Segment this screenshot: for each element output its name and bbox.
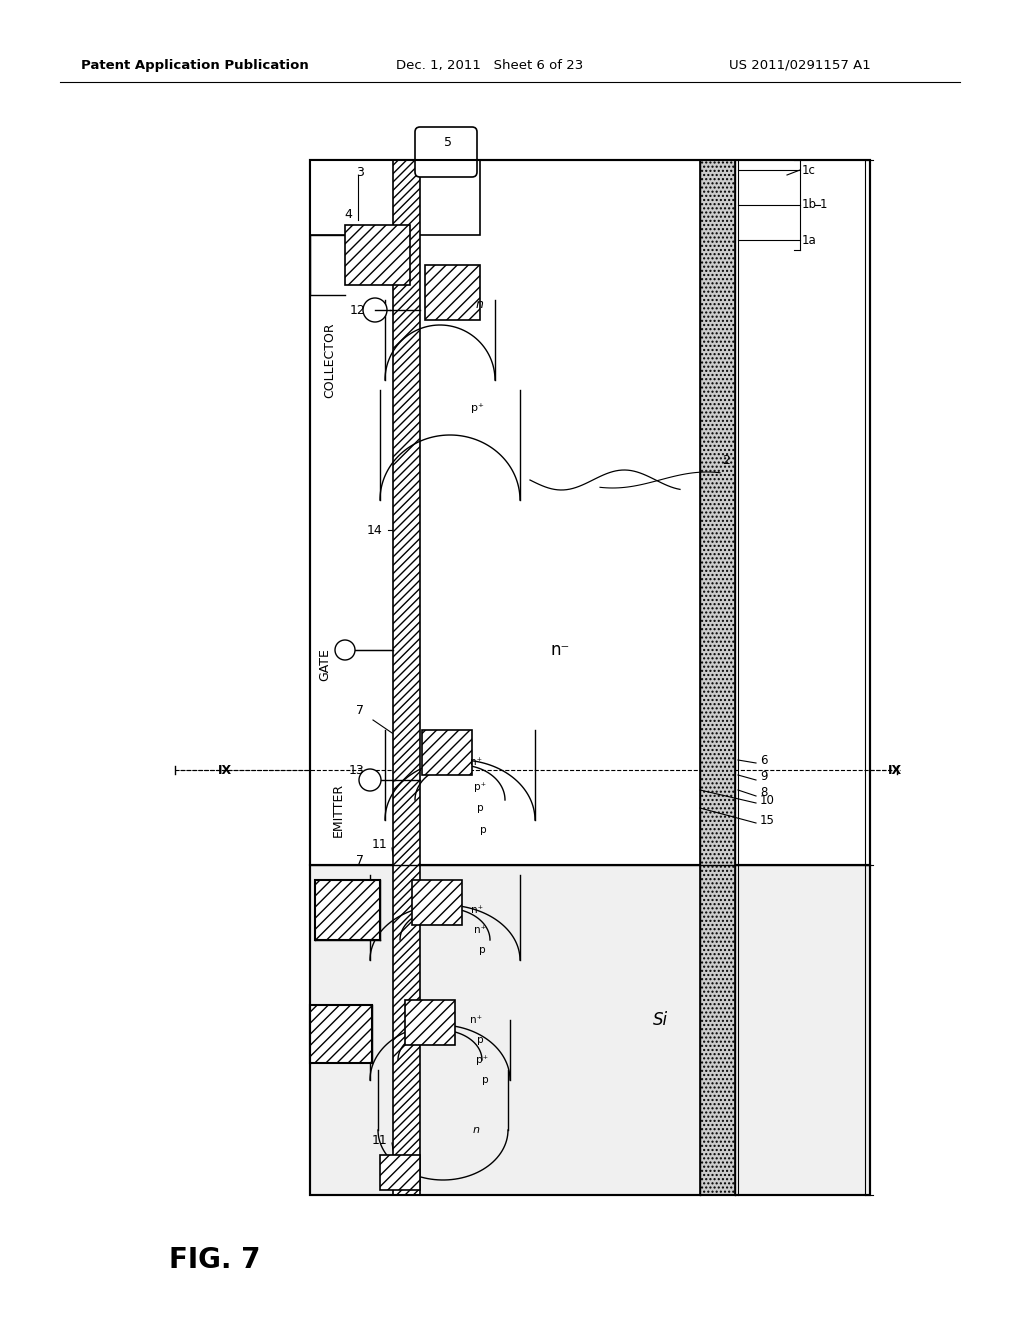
Text: GATE: GATE [318, 648, 332, 681]
Text: 5: 5 [444, 136, 452, 149]
Text: 11: 11 [372, 1134, 388, 1147]
Text: 2: 2 [722, 454, 730, 466]
Bar [380, 1155, 420, 1191]
Bar [422, 730, 472, 775]
Text: n⁺: n⁺ [470, 756, 482, 767]
Text: n⁻: n⁻ [550, 642, 569, 659]
Text: 13: 13 [349, 763, 365, 776]
Text: FIG. 7: FIG. 7 [169, 1246, 261, 1274]
Text: p⁺: p⁺ [471, 403, 483, 413]
Text: 7: 7 [356, 704, 364, 717]
Text: n: n [472, 1125, 479, 1135]
Text: p: p [478, 945, 485, 954]
Circle shape [335, 640, 355, 660]
Text: p: p [479, 825, 486, 836]
Bar [700, 160, 735, 1195]
Bar [310, 865, 870, 1195]
Bar [315, 880, 380, 940]
Circle shape [359, 770, 381, 791]
Bar [310, 160, 870, 865]
Text: n⁺: n⁺ [471, 906, 483, 915]
Bar [310, 160, 480, 235]
Bar [406, 1001, 455, 1045]
Text: p⁺: p⁺ [476, 1055, 488, 1065]
Text: p⁺: p⁺ [474, 781, 486, 792]
Text: EMITTER: EMITTER [332, 783, 344, 837]
Text: p: p [481, 1074, 488, 1085]
Bar [412, 880, 462, 925]
Text: n⁺: n⁺ [474, 925, 486, 935]
Circle shape [362, 298, 387, 322]
Bar [425, 265, 480, 319]
Text: 7: 7 [356, 854, 364, 866]
Bar [310, 1005, 372, 1063]
Text: US 2011/0291157 A1: US 2011/0291157 A1 [729, 58, 870, 71]
Text: 1c: 1c [802, 164, 816, 177]
Text: IX: IX [218, 763, 232, 776]
Bar [345, 224, 410, 285]
Text: 15: 15 [760, 813, 775, 826]
Text: 4: 4 [344, 209, 352, 222]
Bar [393, 160, 420, 1195]
Text: 6: 6 [760, 754, 768, 767]
Text: 1: 1 [820, 198, 827, 211]
Text: 8: 8 [760, 787, 767, 800]
Text: 12: 12 [350, 304, 366, 317]
Text: IX: IX [888, 763, 902, 776]
Text: 3: 3 [356, 165, 364, 178]
Text: Dec. 1, 2011   Sheet 6 of 23: Dec. 1, 2011 Sheet 6 of 23 [396, 58, 584, 71]
Text: 11: 11 [372, 838, 388, 851]
Text: 1a: 1a [802, 234, 817, 247]
Text: p: p [477, 803, 483, 813]
Text: Patent Application Publication: Patent Application Publication [81, 58, 309, 71]
FancyBboxPatch shape [415, 127, 477, 177]
Bar [310, 160, 870, 1195]
Text: n: n [476, 298, 484, 312]
Text: COLLECTOR: COLLECTOR [324, 322, 337, 397]
Text: 1b: 1b [802, 198, 817, 211]
Text: Si: Si [652, 1011, 668, 1030]
Text: 14: 14 [368, 524, 383, 536]
Text: 9: 9 [760, 771, 768, 784]
Text: 10: 10 [760, 793, 775, 807]
Text: n⁺: n⁺ [470, 1015, 482, 1026]
Text: p: p [477, 1035, 483, 1045]
